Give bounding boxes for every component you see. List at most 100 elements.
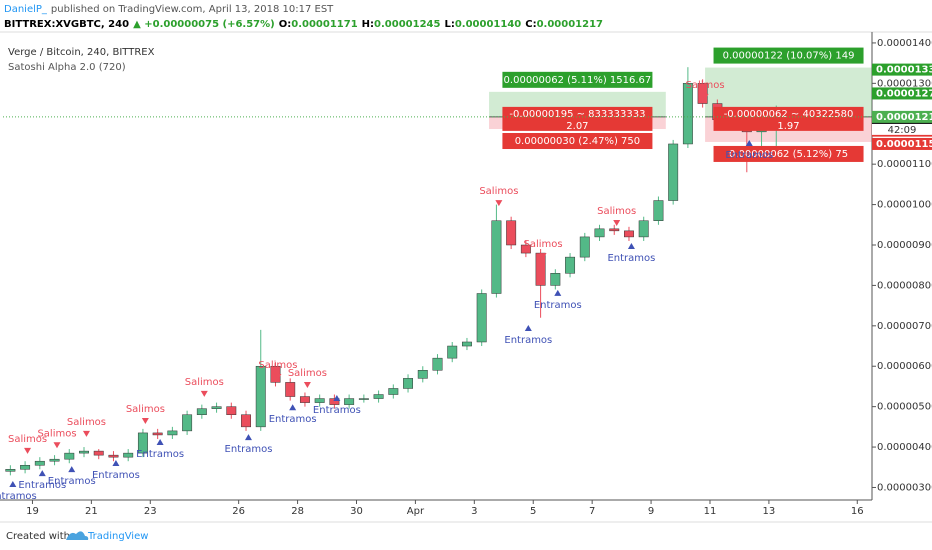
buy-label: Entramos [313,405,361,416]
candle-body [64,452,75,460]
ratio-text: 2.07 [566,121,588,132]
x-tick-label: 19 [26,506,39,517]
sell-label: Salimos [686,80,725,91]
header-line: DanielP_ published on TradingView.com, Ap… [4,4,334,15]
buy-label: Entramos [534,300,582,311]
candle-body [697,83,708,104]
candle-body [653,200,664,221]
brand[interactable]: TradingView [87,531,148,542]
o-label: O: [279,19,292,30]
y-tick-label: 0.00000700 [877,321,932,332]
indicator-name: Satoshi Alpha 2.0 (720) [8,62,126,73]
target-text: 0.00000062 (5.11%) 1516.67 [504,75,652,86]
candle-body [476,293,487,343]
stop-box [713,145,864,162]
candle-body [255,365,266,428]
sell-label: Salimos [258,360,297,371]
y-tick-label: 0.00001300 [877,78,932,89]
plot-area: 0.00000062 (5.11%) 1516.67 -0.00000195 ~ … [0,47,872,502]
current-price-label: 0.00001217 [876,112,932,123]
symbol-line: BITTREX:XVGBTC, 240 ▲ +0.00000075 (+6.57%… [4,19,603,30]
close: 0.00001217 [537,19,603,30]
sell-signal [82,430,90,437]
candle-body [285,382,296,397]
candle-body [682,83,693,145]
sell-signal [701,93,709,100]
buy-label: Entramos [225,444,273,455]
candle-body [329,398,340,405]
author[interactable]: DanielP_ [4,4,48,15]
candle-body [226,406,237,415]
y-tick-label: 0.00000400 [877,442,932,453]
y-tick-label: 0.00000300 [877,482,932,493]
x-tick-label: 23 [144,506,157,517]
buy-label: Entramos [607,253,655,264]
y-tick-label: 0.00000800 [877,280,932,291]
sell-label: Salimos [67,417,106,428]
buy-signal [289,404,297,411]
sell-label: Salimos [597,206,636,217]
symbol: BITTREX:XVGBTC, 240 [4,19,129,30]
candle-body [196,408,207,415]
x-tick-label: 16 [851,506,864,517]
x-tick-label: 13 [763,506,776,517]
x-tick-label: 26 [232,506,245,517]
footer-text: Created with [6,531,70,542]
sell-signal [24,447,32,454]
buy-signal [68,466,76,473]
sell-label: Salimos [185,377,224,388]
buy-signal [112,460,120,467]
candle-body [506,220,517,246]
buy-label: Entramos [269,414,317,425]
candle-body [373,394,384,399]
sell-label: Salimos [524,239,563,250]
candle-body [535,252,546,286]
sell-signal [539,253,547,260]
candle-body [668,143,679,201]
target-box [502,71,653,88]
candle-body [182,414,193,432]
price-label: 0.00001275 [876,88,932,99]
mid-box [502,106,653,131]
y-tick-label: 0.00000500 [877,402,932,413]
stop-text: 0.00000062 (5.12%) 75 [729,149,848,160]
x-tick-label: 7 [589,506,595,517]
candle-body [358,398,369,400]
sell-label: Salimos [288,368,327,379]
h-label: H: [362,19,374,30]
buy-signal [627,242,635,249]
buy-signal [524,325,532,332]
logo [66,531,89,540]
candle-body [491,220,502,294]
candle-body [609,228,620,232]
chart-title: Verge / Bitcoin, 240, BITTREX [8,47,155,58]
sell-signal [303,382,311,389]
buy-label: Entramos [0,491,37,502]
x-tick-label: 5 [530,506,536,517]
l-label: L: [444,19,454,30]
candle-body [520,244,531,254]
open: 0.00001171 [291,19,357,30]
stop-box [502,133,653,150]
sell-signal [495,200,503,207]
candle-body [550,273,561,286]
price-label-box [872,137,932,150]
change: ▲ +0.00000075 (+6.57%) [133,19,275,30]
y-tick-label: 0.00000600 [877,361,932,372]
x-tick-label: Apr [407,506,425,517]
y-tick-label: 0.00000900 [877,240,932,251]
candle-body [594,228,605,238]
candle-body [403,378,414,389]
price-label: 0.00001334 [876,65,932,76]
y-tick-label: 0.00001000 [877,200,932,211]
candle-body [79,450,89,454]
x-tick-label: 11 [704,506,717,517]
mid-text: -0.00000062 ~ 40322580 [724,109,854,120]
target-text: 0.00000122 (10.07%) 149 [723,51,855,62]
sell-signal [200,390,208,397]
candle-body [123,452,134,458]
candle-body [49,458,60,462]
x-tick-label: 21 [85,506,98,517]
price-label-box [872,63,932,76]
